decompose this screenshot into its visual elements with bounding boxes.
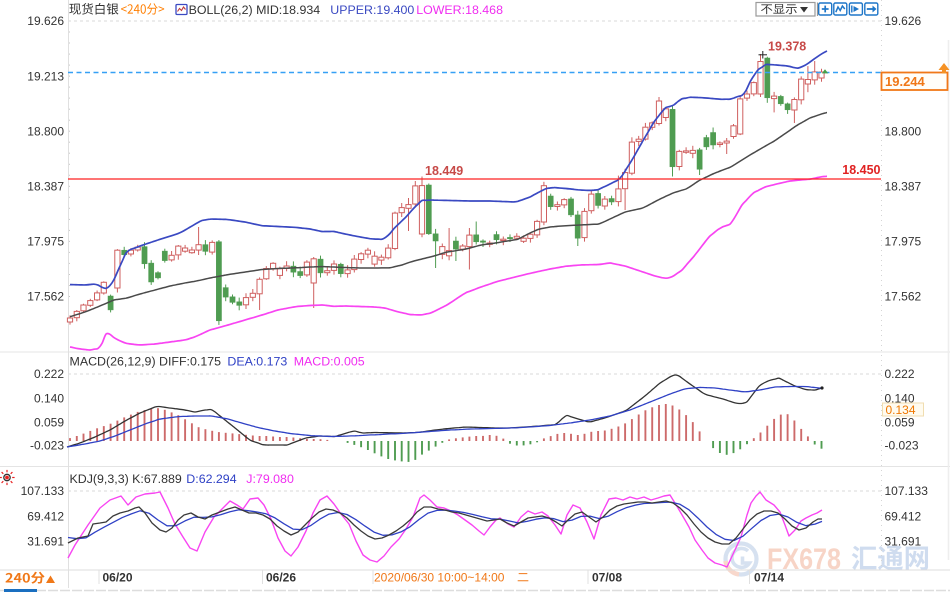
svg-text:18.800: 18.800 [885, 124, 922, 138]
svg-text:31.691: 31.691 [885, 535, 922, 549]
svg-text:BOLL(26,2) MID:18.934: BOLL(26,2) MID:18.934 [189, 3, 321, 17]
svg-text:MACD:0.005: MACD:0.005 [294, 355, 365, 369]
svg-text:-0.023: -0.023 [885, 439, 919, 453]
svg-text:0.140: 0.140 [34, 391, 64, 405]
svg-text:J:79.080: J:79.080 [246, 472, 294, 486]
svg-text:KDJ(9,3,3) K:67.889: KDJ(9,3,3) K:67.889 [70, 472, 182, 486]
svg-text:19.626: 19.626 [885, 14, 922, 28]
svg-text:0.059: 0.059 [34, 416, 64, 430]
svg-text:LOWER:18.468: LOWER:18.468 [416, 3, 503, 17]
svg-text:18.450: 18.450 [842, 163, 880, 177]
svg-text:UPPER:19.400: UPPER:19.400 [330, 3, 414, 17]
svg-text:2020/06/30 10:00~14:00: 2020/06/30 10:00~14:00 [374, 571, 505, 585]
svg-text:17.562: 17.562 [885, 290, 922, 304]
svg-text:0.059: 0.059 [885, 416, 915, 430]
svg-text:06/26: 06/26 [266, 571, 296, 585]
svg-text:07/08: 07/08 [592, 571, 622, 585]
svg-text:19.378: 19.378 [768, 40, 806, 54]
svg-text:06/20: 06/20 [102, 571, 132, 585]
svg-text:17.975: 17.975 [27, 235, 64, 249]
svg-text:0.134: 0.134 [886, 403, 916, 417]
svg-text:17.975: 17.975 [885, 235, 922, 249]
svg-text:18.800: 18.800 [27, 124, 64, 138]
svg-text:107.133: 107.133 [21, 484, 65, 498]
svg-text:19.213: 19.213 [27, 69, 64, 83]
svg-text:31.691: 31.691 [27, 535, 64, 549]
svg-text:19.626: 19.626 [27, 14, 64, 28]
svg-text:18.449: 18.449 [425, 164, 463, 178]
svg-text:69.412: 69.412 [27, 510, 64, 524]
svg-text:0.222: 0.222 [885, 367, 915, 381]
svg-text:107.133: 107.133 [885, 484, 929, 498]
svg-text:18.387: 18.387 [885, 180, 922, 194]
svg-text:0.140: 0.140 [885, 391, 915, 405]
svg-text:MACD(26,12,9) DIFF:0.175: MACD(26,12,9) DIFF:0.175 [70, 355, 222, 369]
svg-text:-0.023: -0.023 [30, 439, 64, 453]
svg-text:19.244: 19.244 [885, 74, 926, 89]
svg-text:DEA:0.173: DEA:0.173 [227, 355, 287, 369]
svg-text:17.562: 17.562 [27, 290, 64, 304]
svg-text:07/14: 07/14 [754, 571, 784, 585]
svg-text:D:62.294: D:62.294 [186, 472, 236, 486]
svg-text:0.222: 0.222 [34, 367, 64, 381]
svg-text:18.387: 18.387 [27, 180, 64, 194]
svg-text:69.412: 69.412 [885, 510, 922, 524]
